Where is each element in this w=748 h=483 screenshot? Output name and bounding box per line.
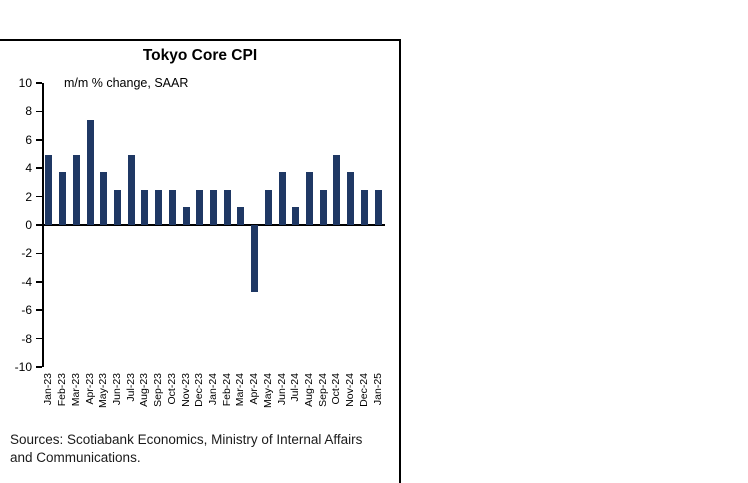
x-axis-label: Mar-24 — [234, 373, 247, 407]
bar — [306, 172, 314, 225]
bar — [278, 172, 286, 225]
y-axis-label: 0 — [25, 218, 32, 232]
y-axis-tick — [36, 252, 42, 255]
y-axis-tick — [36, 224, 42, 226]
bar — [223, 189, 231, 225]
x-axis-label: Jan-23 — [42, 373, 55, 406]
x-axis-label: Oct-24 — [330, 373, 343, 405]
bar — [72, 155, 80, 225]
x-axis-label: Feb-24 — [220, 373, 233, 407]
x-axis-label: Nov-24 — [344, 373, 357, 407]
bar — [86, 119, 94, 225]
bar — [113, 189, 121, 225]
x-axis-label: Dec-24 — [357, 373, 370, 407]
x-axis-label: Oct-23 — [165, 373, 178, 405]
bar — [237, 206, 245, 225]
x-axis-label: Aug-24 — [303, 373, 316, 407]
bar — [264, 189, 272, 225]
y-axis-label: 4 — [25, 161, 32, 176]
y-axis-label: -6 — [21, 303, 32, 318]
y-axis-label: -8 — [21, 331, 32, 346]
x-axis-label: Jul-23 — [124, 373, 137, 402]
x-axis-label: Mar-23 — [69, 373, 82, 407]
source-note: Sources: Scotiabank Economics, Ministry … — [10, 432, 363, 466]
zero-axis-line — [42, 224, 385, 226]
bar — [251, 225, 259, 292]
bar — [45, 155, 53, 225]
bar — [319, 189, 327, 225]
y-axis-tick — [36, 366, 42, 368]
bar — [155, 189, 163, 225]
y-axis-label: -4 — [21, 274, 32, 289]
x-axis-label: Sep-23 — [152, 373, 165, 407]
x-axis-label: Jul-24 — [289, 373, 302, 402]
x-axis-label: Apr-23 — [83, 373, 96, 405]
bar — [168, 189, 176, 225]
y-axis-tick — [36, 110, 42, 113]
chart-panel: Tokyo Core CPI m/m % change, SAAR 10 8 6 4 2… — [0, 39, 401, 483]
x-axis-label: Jan-24 — [207, 373, 219, 406]
y-axis-label: 8 — [25, 104, 32, 119]
y-axis-label: 2 — [25, 189, 32, 204]
x-axis-label: Sep-24 — [316, 373, 329, 407]
x-axis-label: Dec-23 — [193, 373, 206, 407]
y-axis-tick — [36, 337, 42, 340]
chart-subtitle: m/m % change, SAAR — [64, 76, 189, 90]
y-axis-tick — [36, 309, 42, 311]
bar — [210, 189, 217, 225]
bar — [59, 172, 67, 225]
x-axis-label: May-24 — [261, 373, 274, 409]
bar — [374, 189, 382, 225]
bar — [141, 189, 149, 225]
x-axis-label: Aug-23 — [138, 373, 151, 407]
x-axis-label: Jun-23 — [110, 373, 123, 406]
bar — [182, 206, 190, 225]
x-axis-label: Feb-23 — [56, 373, 69, 407]
bar — [347, 172, 355, 225]
y-axis-label: 10 — [18, 76, 32, 90]
x-axis-label: Apr-24 — [248, 373, 261, 405]
x-axis-label: Jan-25 — [371, 373, 384, 406]
bar — [100, 172, 108, 225]
y-axis-label: -10 — [14, 360, 32, 374]
y-axis-tick — [36, 195, 42, 198]
x-axis-label: Nov-23 — [179, 373, 192, 407]
y-axis: 10 8 6 4 2 0 -2 -4 -6 -8 -10 — [0, 76, 42, 374]
bar — [292, 206, 300, 225]
y-axis-label: 6 — [25, 132, 32, 147]
y-axis-tick — [36, 281, 42, 283]
plot-area — [42, 83, 385, 367]
bar — [360, 189, 368, 225]
y-axis-tick — [36, 167, 42, 169]
chart-title: Tokyo Core CPI — [142, 47, 258, 64]
y-axis-label: -2 — [21, 246, 32, 261]
y-axis-tick — [36, 139, 42, 141]
bar — [127, 155, 135, 225]
bar — [196, 189, 204, 225]
x-axis-label: Jun-24 — [275, 373, 288, 406]
x-axis-label: May-23 — [97, 373, 110, 409]
bar — [333, 155, 341, 225]
y-axis-tick — [36, 82, 42, 84]
